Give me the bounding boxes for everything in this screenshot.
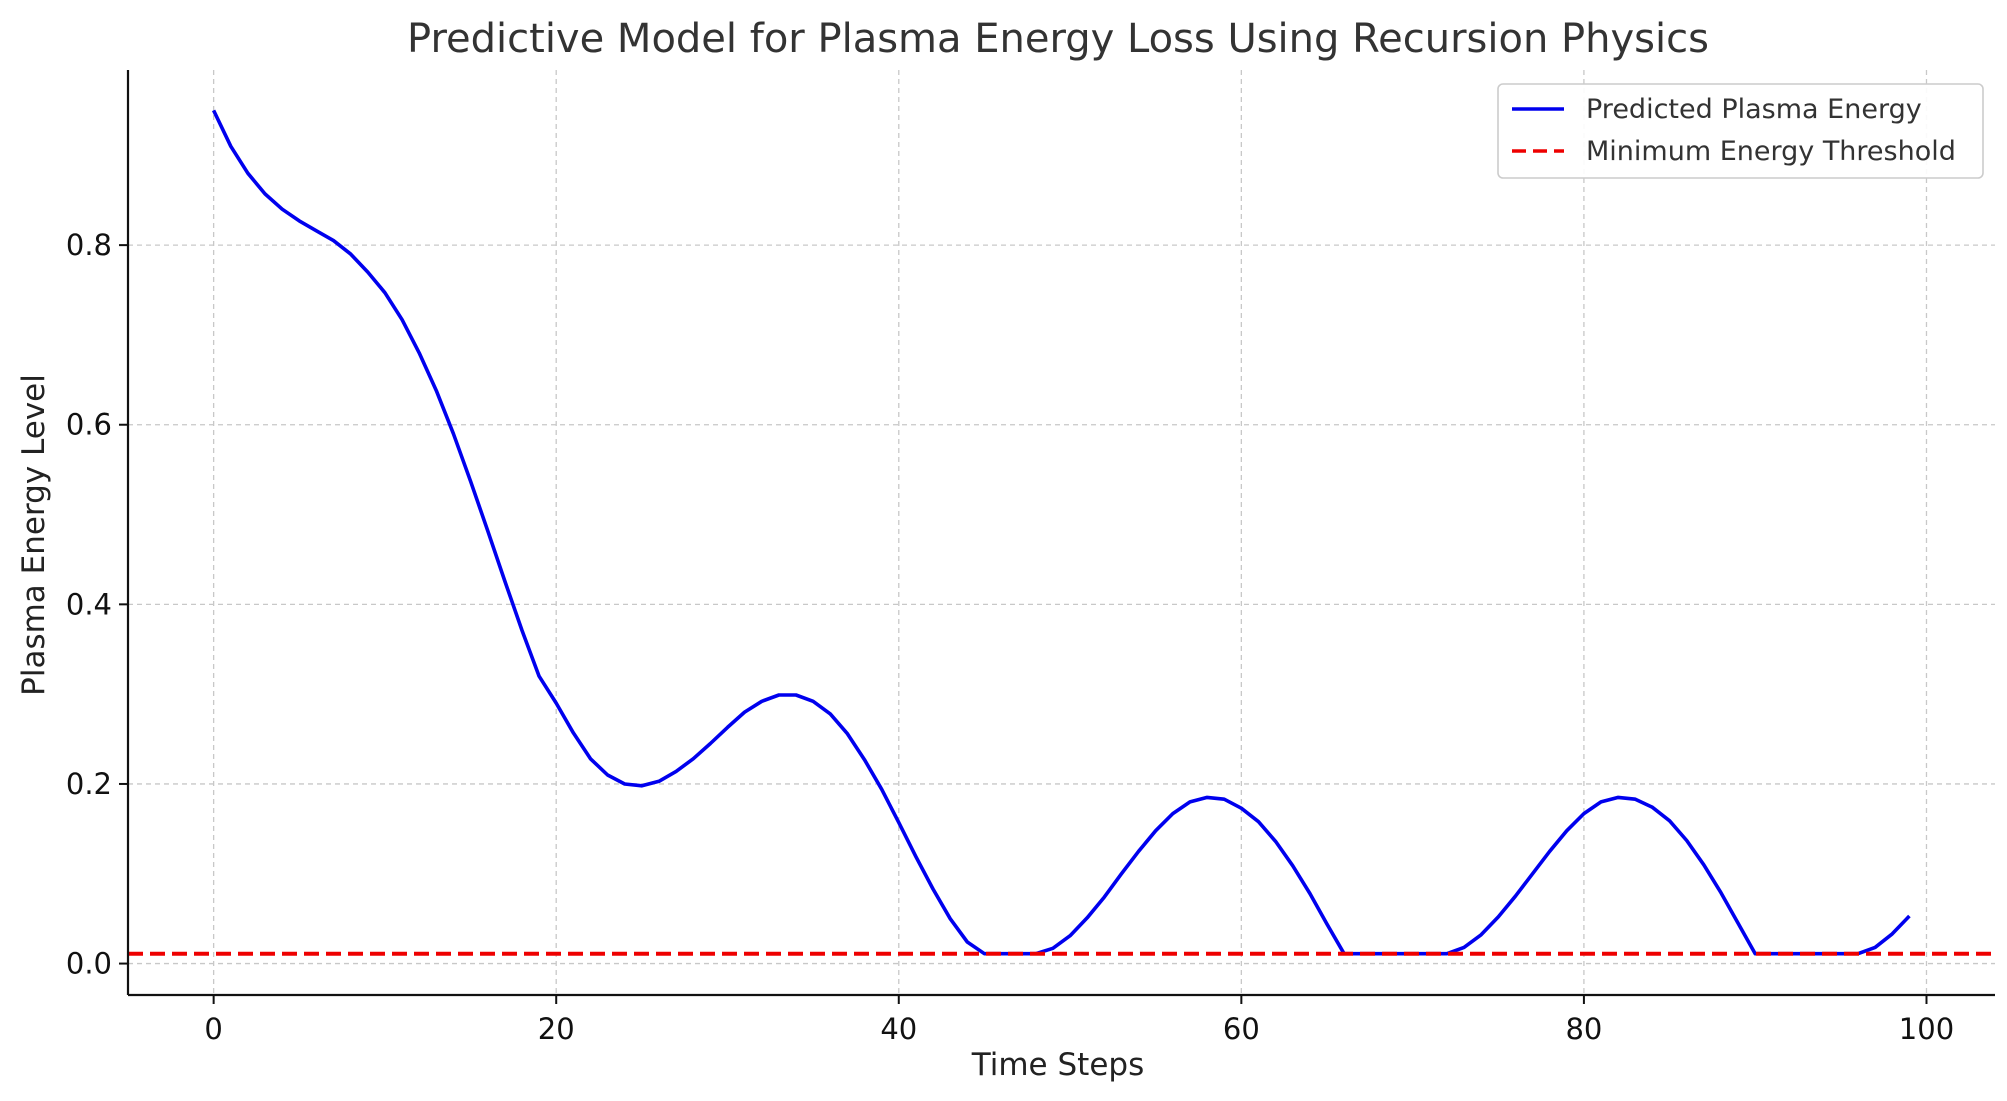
- x-tick-label: 80: [1565, 1012, 1602, 1046]
- x-tick-label: 100: [1899, 1012, 1954, 1046]
- x-tick-label: 40: [880, 1012, 917, 1046]
- x-axis-label: Time Steps: [971, 1047, 1144, 1083]
- x-tick-label: 20: [538, 1012, 575, 1046]
- y-tick-label: 0.8: [66, 228, 112, 262]
- y-axis-label: Plasma Energy Level: [16, 374, 52, 696]
- x-tick-label: 60: [1223, 1012, 1260, 1046]
- legend: Predicted Plasma Energy Minimum Energy Th…: [1497, 83, 1984, 179]
- series-line-predicted-energy: [211, 109, 1911, 956]
- chart-title: Predictive Model for Plasma Energy Loss …: [407, 16, 1709, 62]
- legend-box: [1497, 83, 1984, 179]
- x-tick-label: 0: [204, 1012, 222, 1046]
- y-tick-label: 0.6: [66, 408, 112, 442]
- axis-spines: [126, 70, 1995, 997]
- grid: [128, 70, 1995, 995]
- ticks: 0 20 40 60 80 100 0.0 0.2 0.4 0.6 0.8: [66, 228, 1954, 1046]
- y-tick-label: 0.4: [66, 587, 112, 621]
- y-tick-label: 0.0: [66, 947, 112, 981]
- legend-label: Minimum Energy Threshold: [1586, 136, 1956, 167]
- series-layer: [128, 109, 1995, 956]
- legend-label: Predicted Plasma Energy: [1586, 94, 1922, 125]
- y-tick-label: 0.2: [66, 767, 112, 801]
